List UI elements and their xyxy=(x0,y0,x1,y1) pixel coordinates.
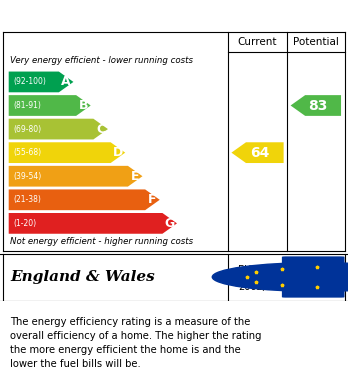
Text: (81-91): (81-91) xyxy=(13,101,41,110)
Text: (55-68): (55-68) xyxy=(13,148,41,157)
Polygon shape xyxy=(9,213,177,234)
Text: England & Wales: England & Wales xyxy=(10,270,155,284)
Polygon shape xyxy=(231,142,284,163)
Text: The energy efficiency rating is a measure of the
overall efficiency of a home. T: The energy efficiency rating is a measur… xyxy=(10,317,262,369)
Circle shape xyxy=(212,263,348,291)
Text: G: G xyxy=(165,217,175,230)
Text: 64: 64 xyxy=(250,146,269,160)
Text: (69-80): (69-80) xyxy=(13,125,41,134)
Text: Current: Current xyxy=(238,37,277,47)
Text: Potential: Potential xyxy=(293,37,339,47)
Text: A: A xyxy=(61,75,71,88)
Text: (39-54): (39-54) xyxy=(13,172,41,181)
Text: Energy Efficiency Rating: Energy Efficiency Rating xyxy=(69,7,279,23)
Polygon shape xyxy=(291,95,341,116)
Text: 2002/91/EC: 2002/91/EC xyxy=(238,282,295,292)
Text: Not energy efficient - higher running costs: Not energy efficient - higher running co… xyxy=(10,237,193,246)
Polygon shape xyxy=(9,166,142,187)
FancyBboxPatch shape xyxy=(282,256,345,298)
Polygon shape xyxy=(9,189,160,210)
Text: 83: 83 xyxy=(308,99,328,113)
Polygon shape xyxy=(9,119,108,140)
Text: B: B xyxy=(79,99,88,112)
Text: (1-20): (1-20) xyxy=(13,219,36,228)
Text: D: D xyxy=(113,146,123,159)
Text: C: C xyxy=(96,122,105,136)
Polygon shape xyxy=(9,95,91,116)
Text: (21-38): (21-38) xyxy=(13,195,41,204)
Polygon shape xyxy=(9,72,73,92)
Polygon shape xyxy=(9,142,125,163)
Text: F: F xyxy=(148,193,157,206)
Text: EU Directive: EU Directive xyxy=(238,265,299,275)
Text: E: E xyxy=(131,170,140,183)
Text: Very energy efficient - lower running costs: Very energy efficient - lower running co… xyxy=(10,56,193,65)
Text: (92-100): (92-100) xyxy=(13,77,46,86)
